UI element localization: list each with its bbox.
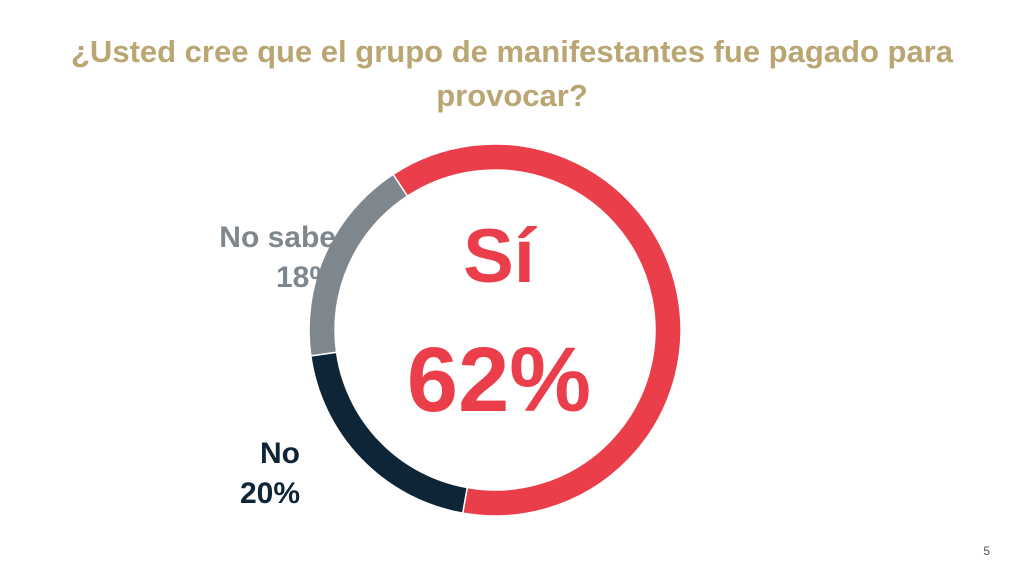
label-no: No 20% (200, 434, 300, 514)
donut-slices (308, 143, 682, 517)
label-no-sabe-value: 18% (275, 261, 336, 294)
label-si-name: Sí (463, 214, 535, 299)
label-no-value: 20% (239, 477, 300, 510)
label-no-sabe: No sabe 18% (170, 218, 336, 298)
slice-no-sabe (308, 173, 409, 357)
chart-title: ¿Usted cree que el grupo de manifestante… (71, 34, 953, 113)
page-number: 5 (983, 544, 990, 558)
label-no-sabe-name: No sabe (219, 221, 336, 254)
label-no-name: No (260, 437, 300, 470)
label-si-value: 62% (406, 329, 592, 431)
